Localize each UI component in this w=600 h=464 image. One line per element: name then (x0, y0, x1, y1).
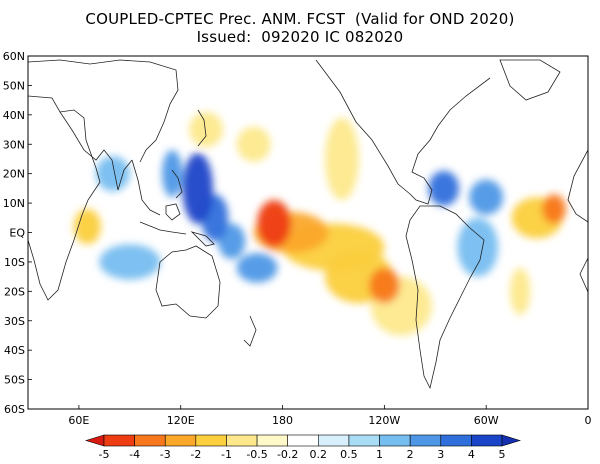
colorbar-segment (84, 434, 105, 447)
latitude-label: 20S (4, 285, 25, 298)
colorbar-segment (471, 434, 503, 447)
colorbar-segment (256, 434, 288, 447)
latitude-label: 50S (4, 374, 25, 387)
colorbar-segment (103, 434, 135, 447)
anomaly-region (99, 244, 161, 280)
anomaly-region (182, 153, 213, 224)
anomaly-region (257, 200, 292, 248)
anomaly-region (73, 208, 101, 245)
anomaly-region (457, 217, 499, 277)
colorbar-segment (318, 434, 350, 447)
longitude-label: 180 (272, 414, 293, 427)
colorbar-label: -1 (221, 448, 232, 461)
colorbar-label: -5 (99, 448, 110, 461)
latitude-label: 60S (4, 403, 25, 416)
colorbar-label: -4 (129, 448, 140, 461)
colorbar-label: 4 (468, 448, 475, 461)
indonesia-coast (139, 221, 187, 235)
colorbar-label: 0.5 (340, 448, 358, 461)
new-guinea-coast (190, 231, 215, 247)
anomaly-region (509, 267, 531, 315)
latitude-label: 10N (3, 197, 25, 210)
africa-coast (28, 95, 101, 301)
longitude-label: 120W (368, 414, 400, 427)
colorbar-segment (440, 434, 472, 447)
japan-coast (197, 109, 207, 147)
philippines-coast (171, 169, 183, 199)
new-zealand-coast (243, 315, 257, 347)
colorbar-segment (226, 434, 258, 447)
colorbar-segment (287, 434, 319, 447)
longitude-label: 60W (474, 414, 499, 427)
colorbar-label: -0.5 (246, 448, 267, 461)
anomaly-region (369, 267, 400, 304)
africa-south-right (579, 257, 588, 293)
latitude-label: 10S (4, 256, 25, 269)
anomaly-region (469, 179, 504, 215)
colorbar-segment (379, 434, 411, 447)
latitude-label: 30S (4, 315, 25, 328)
colorbar: -5 -4 -3 -2 -1 -0.5 -0.2 0.2 0.5 1 2 3 4 5 (84, 434, 522, 461)
anomaly-region (542, 194, 566, 224)
longitude-label: 0 (585, 414, 592, 427)
anomaly-region (95, 156, 130, 192)
map-subtitle: Issued: 092020 IC 082020 (196, 28, 404, 46)
colorbar-segment (195, 434, 227, 447)
latitude-label: 20N (3, 168, 25, 181)
anomaly-region (162, 150, 183, 198)
coastlines (28, 59, 588, 390)
se-asia-coast (131, 159, 161, 216)
anomaly-region (236, 253, 278, 283)
anomaly-layer (73, 111, 566, 336)
latitude-label: 40S (4, 344, 25, 357)
north-america-coast (315, 59, 491, 205)
eurasia-coast (28, 59, 179, 163)
anomaly-region (324, 117, 359, 201)
colorbar-segment (164, 434, 197, 447)
latitude-label: 30N (3, 138, 25, 151)
south-america-coast (405, 205, 485, 390)
africa-west-coast-right (567, 149, 588, 223)
arabia-india-coast (59, 111, 133, 191)
longitude-label: 120E (167, 414, 195, 427)
colorbar-label: 1 (376, 448, 383, 461)
map-title: COUPLED-CPTEC Prec. ANM. FCST (Valid for… (85, 10, 515, 28)
anomaly-region (428, 170, 460, 207)
latitude-label: 40N (3, 109, 25, 122)
longitude-labels: 60E 120E 180 120W 60W 0 (68, 405, 592, 427)
latitude-labels: 60N 50N 40N 30N 20N 10N EQ 10S 20S 30S 40S 50S 60S (3, 50, 32, 416)
latitude-label: 50N (3, 79, 25, 92)
colorbar-label: 2 (407, 448, 414, 461)
longitude-label: 60E (68, 414, 89, 427)
borneo-coast (165, 203, 181, 221)
colorbar-segment (348, 434, 380, 447)
anomaly-region (189, 111, 224, 148)
colorbar-label: -3 (160, 448, 171, 461)
colorbar-label: -2 (190, 448, 201, 461)
colorbar-segment (134, 434, 166, 447)
greenland-coast (499, 59, 561, 101)
colorbar-label: 0.2 (310, 448, 328, 461)
colorbar-label: 5 (499, 448, 506, 461)
latitude-label: 60N (3, 50, 25, 63)
latitude-label: EQ (9, 227, 25, 240)
colorbar-segment (409, 434, 442, 447)
colorbar-label: -0.2 (277, 448, 298, 461)
australia-coast (155, 245, 221, 319)
colorbar-segment (501, 434, 522, 447)
colorbar-label: 3 (437, 448, 444, 461)
anomaly-region (236, 126, 271, 162)
